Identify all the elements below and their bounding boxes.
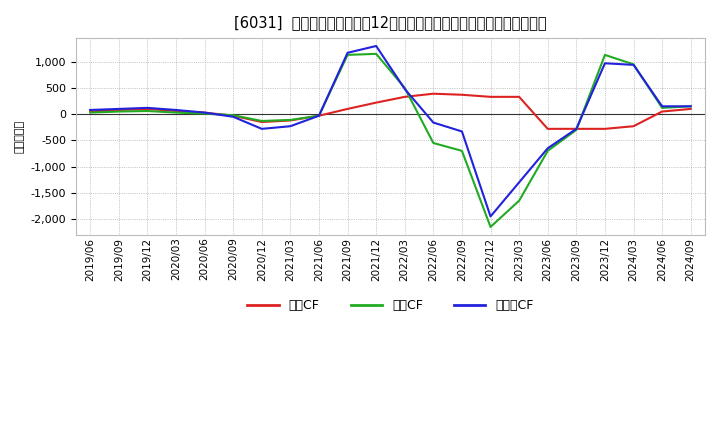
Title: [6031]  キャッシュフローの12か月移動合計の対前年同期増減額の推移: [6031] キャッシュフローの12か月移動合計の対前年同期増減額の推移 — [234, 15, 546, 30]
Y-axis label: （百万円）: （百万円） — [15, 120, 25, 153]
Legend: 営業CF, 投資CF, フリーCF: 営業CF, 投資CF, フリーCF — [242, 294, 539, 317]
